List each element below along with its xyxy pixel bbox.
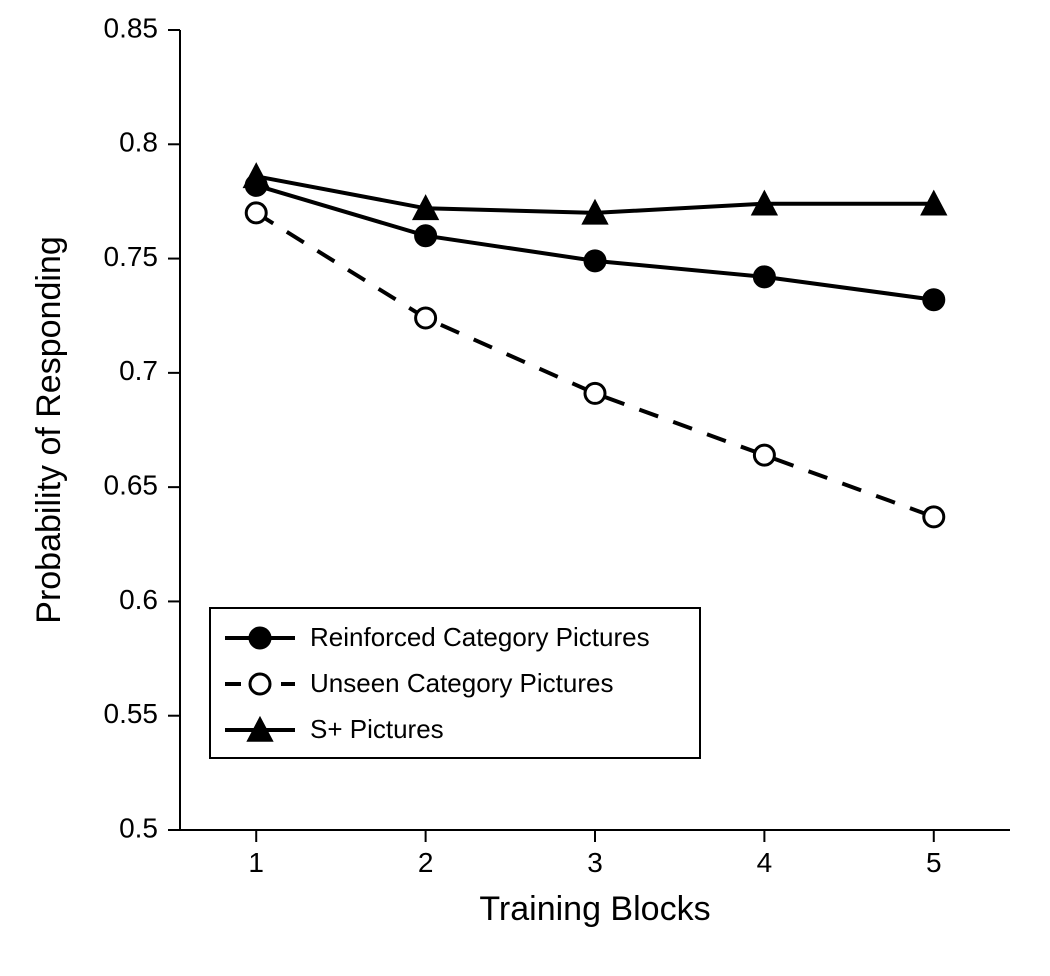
data-marker bbox=[924, 290, 944, 310]
legend-label: S+ Pictures bbox=[310, 714, 444, 744]
y-tick-label: 0.85 bbox=[104, 12, 159, 43]
data-marker bbox=[244, 164, 268, 187]
legend-label: Reinforced Category Pictures bbox=[310, 622, 650, 652]
data-marker bbox=[250, 674, 270, 694]
data-marker bbox=[416, 308, 436, 328]
x-tick-label: 3 bbox=[587, 847, 603, 878]
y-tick-label: 0.65 bbox=[104, 470, 159, 501]
y-tick-label: 0.6 bbox=[119, 584, 158, 615]
y-tick-label: 0.75 bbox=[104, 241, 159, 272]
x-tick-label: 2 bbox=[418, 847, 434, 878]
x-axis-title: Training Blocks bbox=[479, 890, 710, 928]
data-marker bbox=[754, 445, 774, 465]
data-marker bbox=[246, 203, 266, 223]
data-marker bbox=[250, 628, 270, 648]
data-marker bbox=[585, 251, 605, 271]
y-tick-label: 0.8 bbox=[119, 127, 158, 158]
x-tick-label: 5 bbox=[926, 847, 942, 878]
x-tick-label: 4 bbox=[757, 847, 773, 878]
line-chart: 0.5 0.55 0.6 0.65 0.7 0.75 0.8 0.85 1 2 3 4 5 Probabi… bbox=[0, 0, 1050, 976]
y-tick-label: 0.5 bbox=[119, 812, 158, 843]
data-marker bbox=[924, 507, 944, 527]
data-marker bbox=[585, 383, 605, 403]
data-marker bbox=[754, 267, 774, 287]
y-tick-label: 0.55 bbox=[104, 698, 159, 729]
legend-label: Unseen Category Pictures bbox=[310, 668, 613, 698]
data-marker bbox=[416, 226, 436, 246]
y-axis-title: Probability of Responding bbox=[30, 236, 68, 623]
legend: Reinforced Category Pictures Unseen Categ… bbox=[210, 608, 700, 758]
y-tick-label: 0.7 bbox=[119, 355, 158, 386]
x-tick-label: 1 bbox=[248, 847, 264, 878]
